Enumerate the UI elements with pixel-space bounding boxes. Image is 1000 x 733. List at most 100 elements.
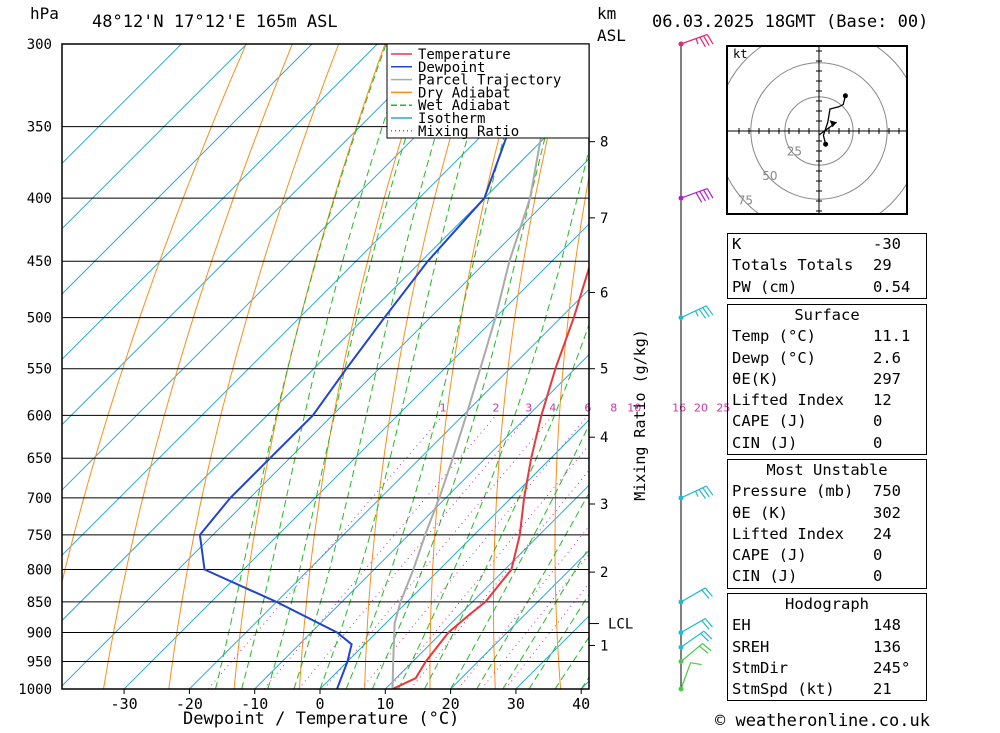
surface-key: Temp (°C) [732,327,816,346]
wet-adiabat-line [215,44,387,689]
pressure-tick-label: 500 [27,311,52,327]
wind-barb-feather [698,308,707,319]
height-tick-label: 7 [600,211,608,227]
temperature-tick-label: 30 [507,695,525,713]
wind-barb-staff [680,485,707,499]
hodograph-stat-row: StmDir 245° [728,658,926,679]
temperature-tick-label: -20 [176,695,203,713]
wind-barb-feather [703,189,710,200]
indices-panel: K -30 Totals Totals 29 PW (cm) 0.54 [727,233,927,299]
legend-label: Mixing Ratio [418,124,519,140]
isotherm-line [123,223,589,689]
lcl-label: LCL [608,617,633,633]
most-unstable-key: θE (K) [732,503,788,522]
height-tick-label: 6 [600,285,608,301]
mixing-ratio-label: 6 [584,401,591,414]
pressure-tick-label: 850 [27,595,52,611]
surface-row: θE(K) 297 [728,369,926,390]
pressure-tick-label: 300 [27,37,52,53]
legend-label: Wet Adiabat [418,98,511,114]
wind-barb-feather [702,643,712,652]
isotherm-line [62,44,509,491]
index-row: K -30 [728,234,926,255]
wind-barb-feather [704,587,713,597]
most-unstable-value: 750 [873,482,901,501]
hodograph-start-dot [823,141,829,147]
hodograph-ring-label: 25 [787,145,802,159]
most-unstable-title: Most Unstable [766,461,888,479]
pressure-tick-label: 800 [27,562,52,578]
asl-label: ASL [597,26,626,45]
isotherm-line [62,44,182,165]
hodograph-ring-label: 50 [762,169,777,183]
temperature-tick-label: 20 [442,695,460,713]
most-unstable-key: CIN (J) [732,567,798,586]
most-unstable-row: θE (K) 302 [728,503,926,524]
wind-barb-feather [702,307,710,317]
hodograph-stat-row: StmSpd (kt) 21 [728,679,926,700]
hodograph-stats-panel: Hodograph EH 148 SREH 136 StmDir 245° StmSpd (… [727,593,927,702]
surface-key: Dewp (°C) [732,348,816,367]
wind-barb-feather [701,589,710,599]
most-unstable-value: 302 [873,503,901,522]
legend-label: Parcel Trajectory [418,73,561,89]
hodograph-stat-value: 21 [873,680,892,699]
wind-barb-staff [680,618,706,634]
parcel-trajectory-series [391,44,568,689]
isotherm-line [62,44,313,295]
surface-row: CAPE (J) 0 [728,411,926,432]
pressure-tick-label: 900 [27,626,52,642]
wind-barb-feather [704,618,713,628]
most-unstable-key: Pressure (mb) [732,482,854,501]
most-unstable-value: 0 [873,567,883,586]
height-tick-label: 8 [600,135,608,151]
mixing-ratio-label: 10 [627,401,641,414]
wind-barb-feather [699,36,706,48]
mixing-ratio-label: 25 [716,401,730,414]
surface-value: 11.1 [873,327,911,346]
isotherm-line [62,44,248,230]
hodograph-stats-title: Hodograph [785,595,869,613]
wet-adiabat-line [241,44,411,689]
mixing-ratio-line [504,582,589,689]
wind-barb-feather [690,662,702,666]
surface-value: 0 [873,412,883,431]
wet-adiabat-line [528,593,589,689]
temperature-tick-label: 10 [376,695,394,713]
wind-barb-staff [680,630,705,648]
hodograph-stat-key: SREH [732,637,770,656]
height-tick-label: 3 [600,497,608,513]
wet-adiabat-line [293,44,464,689]
hodograph-stat-row: EH 148 [728,615,926,636]
isotherm-line [319,419,589,689]
storm-motion-arrowhead [829,120,837,128]
wet-adiabat-line [397,147,589,689]
pressure-tick-label: 950 [27,655,52,671]
mixing-ratio-label: 16 [672,401,686,414]
mixing-ratio-line [481,553,589,689]
pressure-tick-label: 400 [27,191,52,207]
wind-barb-staff [680,305,707,319]
pressure-tick-label: 550 [27,362,52,378]
legend-box [386,43,590,139]
surface-row: Dewp (°C) 2.6 [728,348,926,369]
dry-adiabat-line [986,44,1000,689]
wind-barb-staff [680,662,692,690]
temperature-tick-label: 40 [572,695,590,713]
wind-barb-feather [703,35,710,46]
index-value: 0.54 [873,277,911,296]
credit-link[interactable]: © weatheronline.co.uk [715,711,930,731]
wet-adiabat-line [345,44,530,689]
mixing-ratio-label: 2 [493,401,500,414]
isotherm-line [62,44,574,556]
isotherm-line [62,92,589,622]
location-title: 48°12'N 17°12'E 165m ASL [92,12,338,32]
most-unstable-row: CAPE (J) 0 [728,545,926,566]
km-label: km [597,4,617,23]
surface-row: Lifted Index 12 [728,390,926,411]
isotherm-line [450,549,589,689]
mixing-ratio-axis-label: Mixing Ratio (g/kg) [631,329,649,501]
index-key: Totals Totals [732,256,854,275]
legend-label: Dewpoint [418,60,485,76]
